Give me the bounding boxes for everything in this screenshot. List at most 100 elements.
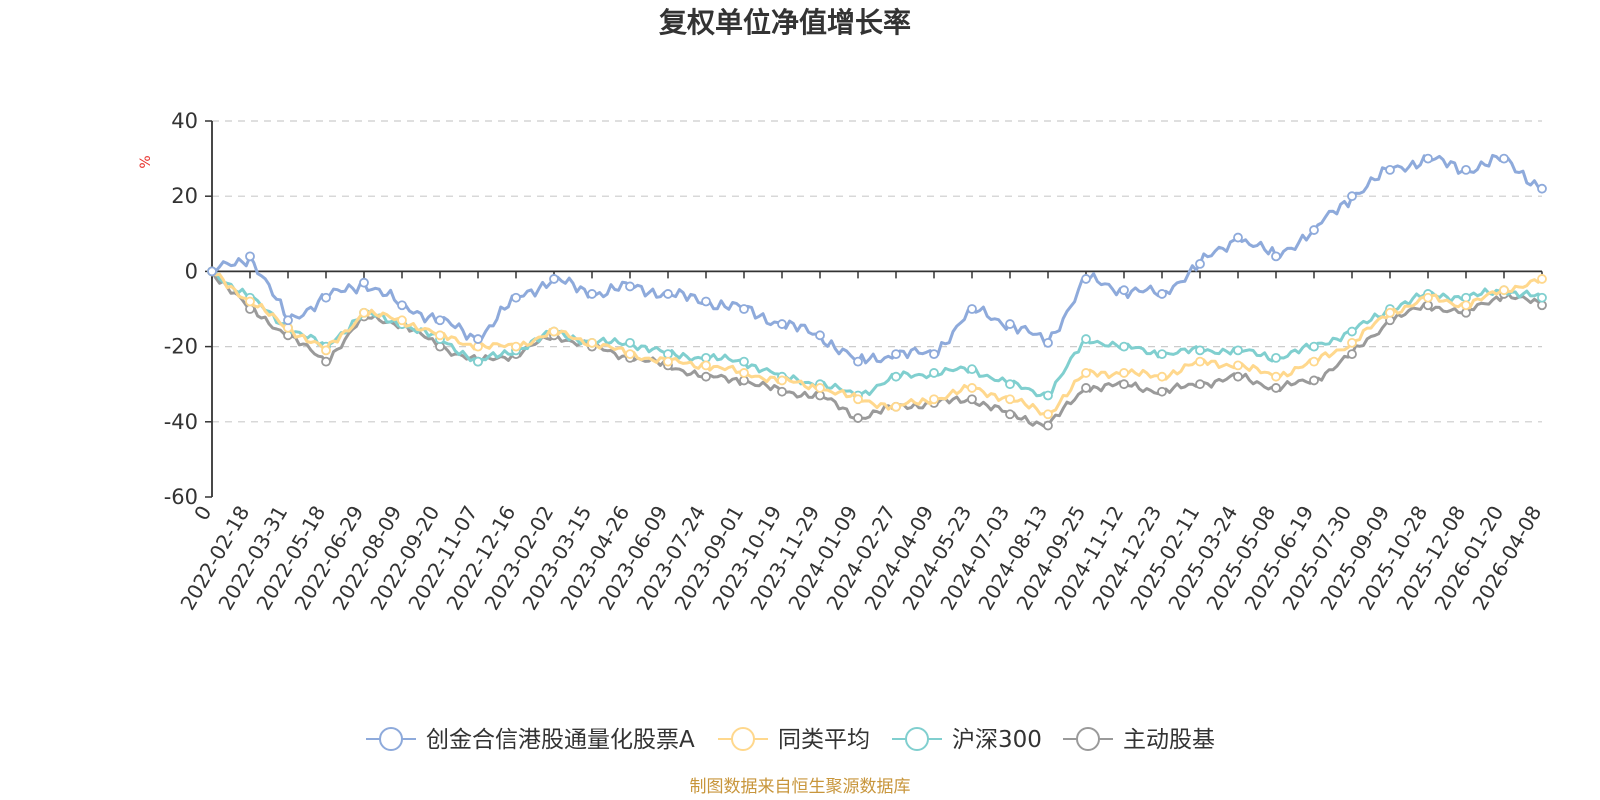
data-point <box>283 315 293 326</box>
y-tick-label: 0 <box>185 259 198 283</box>
data-point <box>245 251 255 262</box>
data-point <box>1271 251 1281 262</box>
legend-marker-icon <box>731 727 755 751</box>
data-point <box>891 349 901 360</box>
y-tick-label: -20 <box>164 335 198 359</box>
legend-marker-icon <box>1076 727 1100 751</box>
data-point <box>1157 371 1167 382</box>
legend-item[interactable]: 主动股基 <box>1063 727 1215 753</box>
data-point <box>473 356 483 367</box>
data-point <box>663 356 673 367</box>
data-point <box>853 394 863 405</box>
y-tick-label: 20 <box>171 184 198 208</box>
data-point <box>739 304 749 314</box>
data-point <box>1233 232 1243 243</box>
data-point <box>1385 164 1395 175</box>
data-point <box>1499 285 1509 296</box>
data-point <box>663 289 673 299</box>
data-point <box>1081 383 1091 393</box>
data-point <box>1347 349 1357 360</box>
data-point <box>701 296 711 307</box>
data-point <box>701 371 711 382</box>
data-point <box>321 356 331 367</box>
legend-item[interactable]: 同类平均 <box>718 727 870 753</box>
data-point <box>359 277 369 288</box>
y-axis: 40 20 0 -20 -40 -60 <box>164 109 213 509</box>
data-point <box>625 349 635 360</box>
data-point <box>891 371 901 382</box>
data-point <box>967 394 977 405</box>
data-point <box>1005 379 1015 390</box>
data-point <box>1309 356 1319 367</box>
legend-label: 主动股基 <box>1123 727 1215 753</box>
data-point <box>245 296 255 307</box>
series-line <box>211 269 1544 398</box>
data-point <box>1081 368 1091 378</box>
data-point <box>1309 375 1319 386</box>
data-point <box>1423 153 1433 164</box>
data-point <box>929 349 939 360</box>
legend: 创金合信港股通量化股票A 同类平均 沪深300 主动股基 <box>366 727 1215 753</box>
data-point <box>1271 383 1281 393</box>
y-tick-label: -40 <box>164 410 198 434</box>
data-point <box>1195 356 1205 367</box>
data-point <box>1081 334 1091 344</box>
x-tick-label: 0 <box>189 502 216 525</box>
data-point <box>1119 368 1129 378</box>
data-point <box>1347 337 1357 348</box>
legend-label: 沪深300 <box>952 727 1042 753</box>
data-point <box>777 375 787 386</box>
data-point <box>1537 183 1547 194</box>
data-point <box>1119 341 1129 352</box>
legend-item[interactable]: 沪深300 <box>892 727 1042 753</box>
data-point <box>1119 285 1129 296</box>
data-point <box>1005 394 1015 405</box>
gridlines <box>212 120 1542 423</box>
chart-title: 复权单位净值增长率 <box>659 6 911 39</box>
data-point <box>1043 337 1053 348</box>
data-point <box>625 337 635 348</box>
data-point <box>511 341 521 352</box>
data-point <box>1309 341 1319 352</box>
data-point <box>1423 292 1433 303</box>
data-point <box>1233 345 1243 356</box>
series-line <box>211 153 1543 365</box>
data-point <box>1195 258 1205 269</box>
data-point <box>1043 420 1053 431</box>
data-point <box>1157 289 1167 299</box>
series-line <box>210 270 1544 416</box>
data-point <box>815 330 825 341</box>
data-point <box>1195 345 1205 356</box>
data-point <box>1043 409 1053 420</box>
data-point <box>1385 307 1395 318</box>
data-point <box>1005 409 1015 420</box>
data-point <box>1347 326 1357 337</box>
data-point <box>321 292 331 303</box>
data-point <box>435 315 445 326</box>
data-point <box>587 289 597 299</box>
data-point <box>435 330 445 341</box>
series-group <box>207 153 1547 431</box>
data-point <box>1537 292 1547 303</box>
data-point <box>967 383 977 393</box>
legend-marker-icon <box>379 727 403 751</box>
legend-marker-icon <box>905 727 929 751</box>
data-point <box>1499 153 1509 164</box>
data-point <box>473 334 483 344</box>
legend-item[interactable]: 创金合信港股通量化股票A <box>366 727 695 753</box>
data-point <box>1233 371 1243 382</box>
data-point <box>739 368 749 378</box>
data-point <box>853 356 863 367</box>
y-tick-label: 40 <box>171 109 198 133</box>
data-point <box>359 307 369 318</box>
data-point <box>1461 300 1471 311</box>
data-point <box>967 304 977 314</box>
data-point <box>1005 319 1015 329</box>
data-point <box>1119 379 1129 390</box>
data-point <box>815 383 825 393</box>
data-point <box>397 315 407 326</box>
data-point <box>1309 225 1319 235</box>
data-point <box>1233 360 1243 371</box>
data-point <box>967 364 977 375</box>
